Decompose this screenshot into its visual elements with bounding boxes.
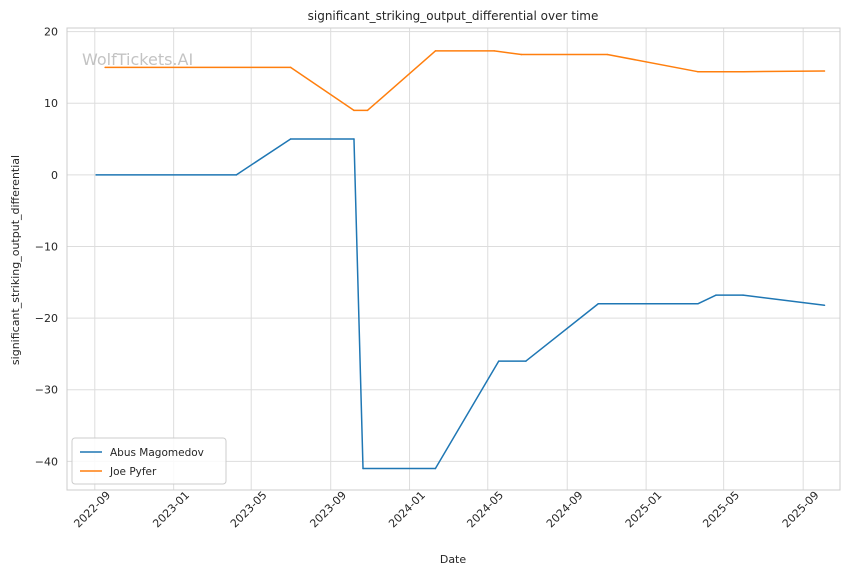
data-point-abus-magomedov <box>823 304 826 306</box>
legend: Abus Magomedov Joe Pyfer <box>71 437 227 485</box>
data-point-abus-magomedov <box>235 174 238 176</box>
data-point-abus-magomedov <box>353 138 355 140</box>
y-tick-label: −20 <box>35 312 58 325</box>
x-tick-labels: 2022-09 2023-01 2023-05 2023-09 2024-01 2024-… <box>71 489 821 531</box>
x-tick-label: 2024-09 <box>544 489 586 531</box>
y-tick-label: 20 <box>44 26 58 39</box>
data-point-abus-magomedov <box>362 467 364 470</box>
grid <box>67 28 840 490</box>
y-tick-label: 10 <box>44 97 58 110</box>
data-point-abus-magomedov <box>742 294 744 296</box>
legend-box <box>71 437 227 485</box>
x-tick-label: 2023-09 <box>307 489 349 531</box>
data-point-abus-magomedov <box>497 360 500 362</box>
data-point-abus-magomedov <box>289 138 292 140</box>
data-point-joe-pyfer <box>493 50 495 52</box>
data-point-abus-magomedov <box>434 467 437 470</box>
x-tick-label: 2024-05 <box>464 489 506 531</box>
x-tick-label: 2025-05 <box>700 489 742 531</box>
series-line-joe-pyfer <box>105 50 825 112</box>
data-point-joe-pyfer <box>434 50 437 52</box>
y-tick-label: 0 <box>51 169 58 182</box>
x-tick-label: 2022-09 <box>71 489 113 531</box>
x-tick-label: 2025-09 <box>780 489 822 531</box>
legend-label-abus-magomedov: Abus Magomedov <box>110 447 204 459</box>
data-point-joe-pyfer <box>353 109 355 112</box>
x-tick-label: 2023-01 <box>150 489 192 531</box>
y-tick-label: −40 <box>35 455 58 468</box>
data-point-joe-pyfer <box>289 66 292 69</box>
watermark: WolfTickets.AI <box>82 50 193 69</box>
data-point-abus-magomedov <box>525 360 527 362</box>
data-point-abus-magomedov <box>597 303 600 305</box>
data-point-joe-pyfer <box>697 70 699 73</box>
data-point-joe-pyfer <box>520 53 523 56</box>
x-axis-label: Date <box>440 553 467 566</box>
plot-area <box>66 27 841 491</box>
data-point-abus-magomedov <box>715 294 717 296</box>
data-point-joe-pyfer <box>606 53 609 56</box>
y-tick-labels: 20 10 0 −10 −20 −30 −40 <box>35 26 58 469</box>
series-layer <box>95 50 826 470</box>
data-point-joe-pyfer <box>366 109 369 112</box>
series-line-abus-magomedov <box>96 138 825 470</box>
chart-title: significant_striking_output_differential… <box>308 9 599 23</box>
data-point-abus-magomedov <box>95 174 97 176</box>
y-axis-label: significant_striking_output_differential <box>9 155 22 365</box>
data-point-joe-pyfer <box>742 70 744 73</box>
y-tick-label: −10 <box>35 240 58 253</box>
x-tick-label: 2023-05 <box>228 489 270 531</box>
x-tick-label: 2024-01 <box>386 489 428 531</box>
data-point-joe-pyfer <box>823 70 826 72</box>
legend-label-joe-pyfer: Joe Pyfer <box>109 466 157 478</box>
data-point-abus-magomedov <box>697 303 699 305</box>
data-point-joe-pyfer <box>104 66 106 69</box>
y-tick-label: −30 <box>35 384 58 397</box>
x-tick-label: 2025-01 <box>623 489 665 531</box>
